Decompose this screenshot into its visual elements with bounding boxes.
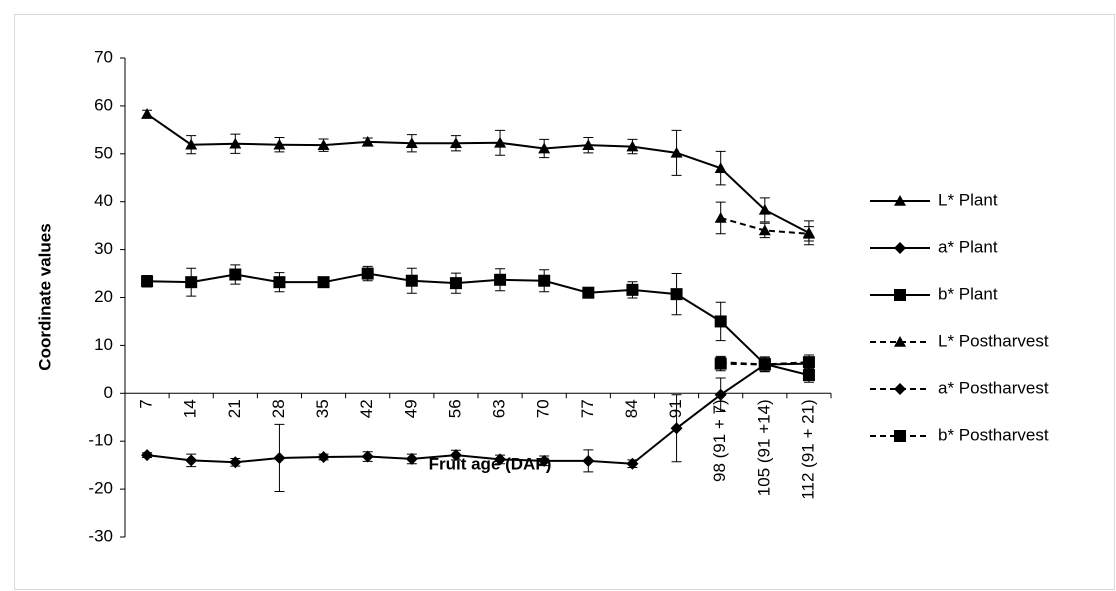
data-point: [273, 138, 286, 150]
legend-marker: [894, 430, 906, 442]
data-point: [670, 288, 683, 301]
data-point: [758, 224, 771, 236]
data-point: [626, 140, 639, 152]
data-point: [317, 451, 330, 464]
data-point: [494, 136, 507, 148]
series-line: [146, 113, 810, 234]
data-point: [229, 456, 242, 469]
y-tick-label: -30: [88, 526, 113, 545]
chart-frame: [14, 14, 1115, 590]
y-tick-label: 30: [94, 239, 113, 258]
data-point: [405, 452, 418, 465]
data-point: [449, 277, 462, 290]
data-point: [802, 369, 815, 382]
data-point: [449, 449, 462, 462]
data-point: [449, 137, 462, 149]
legend-marker: [894, 336, 906, 347]
legend-label: a* Postharvest: [938, 378, 1049, 397]
y-tick-label: -20: [88, 479, 113, 498]
data-point: [141, 108, 154, 119]
data-point: [714, 211, 727, 223]
data-point: [141, 449, 154, 462]
data-point: [317, 139, 330, 150]
data-point: [538, 142, 551, 154]
data-point: [626, 283, 639, 296]
data-point: [141, 275, 154, 288]
x-tick-label: 21: [225, 399, 244, 418]
data-point: [714, 388, 727, 401]
data-point: [714, 315, 727, 328]
x-tick-label: 35: [313, 399, 332, 418]
legend-marker: [894, 289, 906, 301]
legend-label: L* Plant: [938, 190, 998, 209]
data-point: [714, 162, 727, 173]
data-point: [229, 137, 242, 149]
data-point: [185, 454, 198, 467]
x-tick-label: 70: [534, 399, 553, 418]
x-tick-label: 112 (91 + 21): [798, 399, 817, 499]
data-point: [185, 138, 198, 150]
x-tick-label: 63: [490, 399, 509, 418]
x-tick-label: 91: [666, 399, 685, 418]
y-tick-label: 10: [94, 335, 113, 354]
data-point: [538, 274, 551, 287]
x-tick-label: 105 (91 +14): [754, 399, 773, 496]
legend-label: b* Postharvest: [938, 425, 1049, 444]
data-point: [405, 137, 418, 149]
data-point: [626, 457, 639, 470]
x-tick-label: 77: [578, 399, 597, 418]
data-point: [361, 267, 374, 280]
legend-marker: [894, 242, 906, 254]
y-tick-label: 60: [94, 95, 113, 114]
legend-label: b* Plant: [938, 284, 998, 303]
data-point: [229, 268, 242, 281]
data-point: [405, 274, 418, 287]
data-point: [361, 450, 374, 463]
data-point: [185, 276, 198, 289]
legend-marker: [894, 195, 906, 206]
y-tick-label: 20: [94, 287, 113, 306]
x-tick-label: 14: [181, 399, 200, 418]
x-tick-label: 42: [357, 399, 376, 418]
legend-label: L* Postharvest: [938, 331, 1049, 350]
data-point: [670, 146, 683, 158]
data-point: [494, 453, 507, 466]
x-tick-label: 56: [445, 399, 464, 418]
data-point: [582, 454, 595, 467]
data-point: [273, 451, 286, 464]
x-axis-title: Fruit age (DAF): [429, 454, 552, 473]
data-point: [802, 356, 815, 369]
data-point: [670, 422, 683, 435]
y-tick-label: 50: [94, 143, 113, 162]
legend-marker: [894, 383, 906, 395]
data-point: [361, 135, 374, 147]
data-point: [758, 358, 771, 371]
y-tick-label: 70: [94, 47, 113, 66]
data-point: [802, 227, 815, 239]
series-line: [146, 362, 809, 465]
data-point: [494, 273, 507, 286]
x-tick-label: 28: [269, 399, 288, 418]
data-point: [758, 203, 771, 215]
x-tick-label: 84: [622, 399, 641, 418]
data-point: [317, 276, 330, 289]
y-tick-label: 0: [104, 383, 113, 402]
data-point: [538, 454, 551, 467]
y-axis-title: Coordinate values: [35, 223, 54, 370]
x-tick-label: 7: [137, 399, 156, 408]
data-point: [273, 276, 286, 289]
legend-label: a* Plant: [938, 237, 998, 256]
x-tick-label: 98 (91 + 7): [710, 399, 729, 482]
y-tick-label: -10: [88, 431, 113, 450]
data-point: [582, 139, 595, 150]
data-point: [582, 286, 595, 299]
x-tick-label: 49: [401, 399, 420, 418]
y-tick-label: 40: [94, 191, 113, 210]
series-line: [147, 272, 810, 377]
data-point: [714, 357, 727, 370]
